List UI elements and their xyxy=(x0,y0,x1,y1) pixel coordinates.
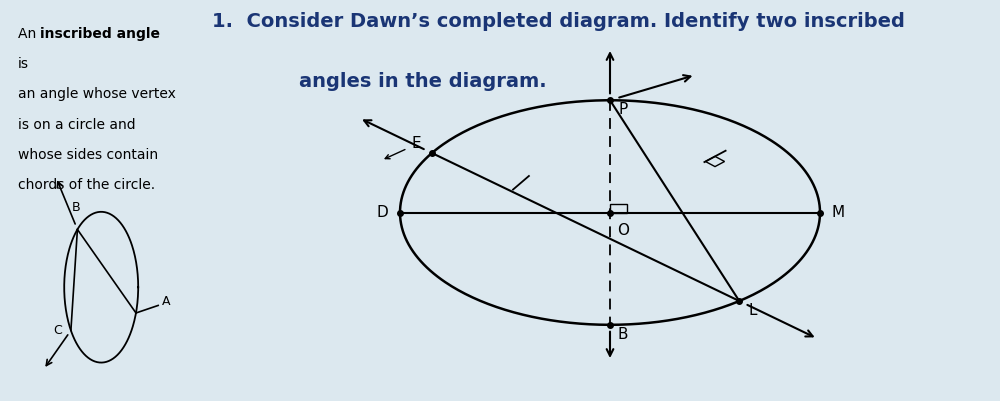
Text: P: P xyxy=(619,102,628,117)
Text: E: E xyxy=(411,136,421,151)
Text: is: is xyxy=(18,57,29,71)
Text: is on a circle and: is on a circle and xyxy=(18,117,136,132)
Text: angles in the diagram.: angles in the diagram. xyxy=(299,72,546,91)
Text: A: A xyxy=(162,295,170,308)
Text: inscribed angle: inscribed angle xyxy=(40,27,160,41)
Text: 1.  Consider Dawn’s completed diagram. Identify two inscribed: 1. Consider Dawn’s completed diagram. Id… xyxy=(212,12,905,31)
Text: B: B xyxy=(618,327,628,342)
Text: D: D xyxy=(377,205,389,220)
Text: M: M xyxy=(831,205,844,220)
Text: L: L xyxy=(748,303,757,318)
Text: O: O xyxy=(618,223,630,237)
Text: C: C xyxy=(54,324,62,337)
Text: B: B xyxy=(71,201,80,215)
Text: An: An xyxy=(18,27,41,41)
Text: whose sides contain: whose sides contain xyxy=(18,148,158,162)
Text: an angle whose vertex: an angle whose vertex xyxy=(18,87,176,101)
Text: chords of the circle.: chords of the circle. xyxy=(18,178,155,192)
